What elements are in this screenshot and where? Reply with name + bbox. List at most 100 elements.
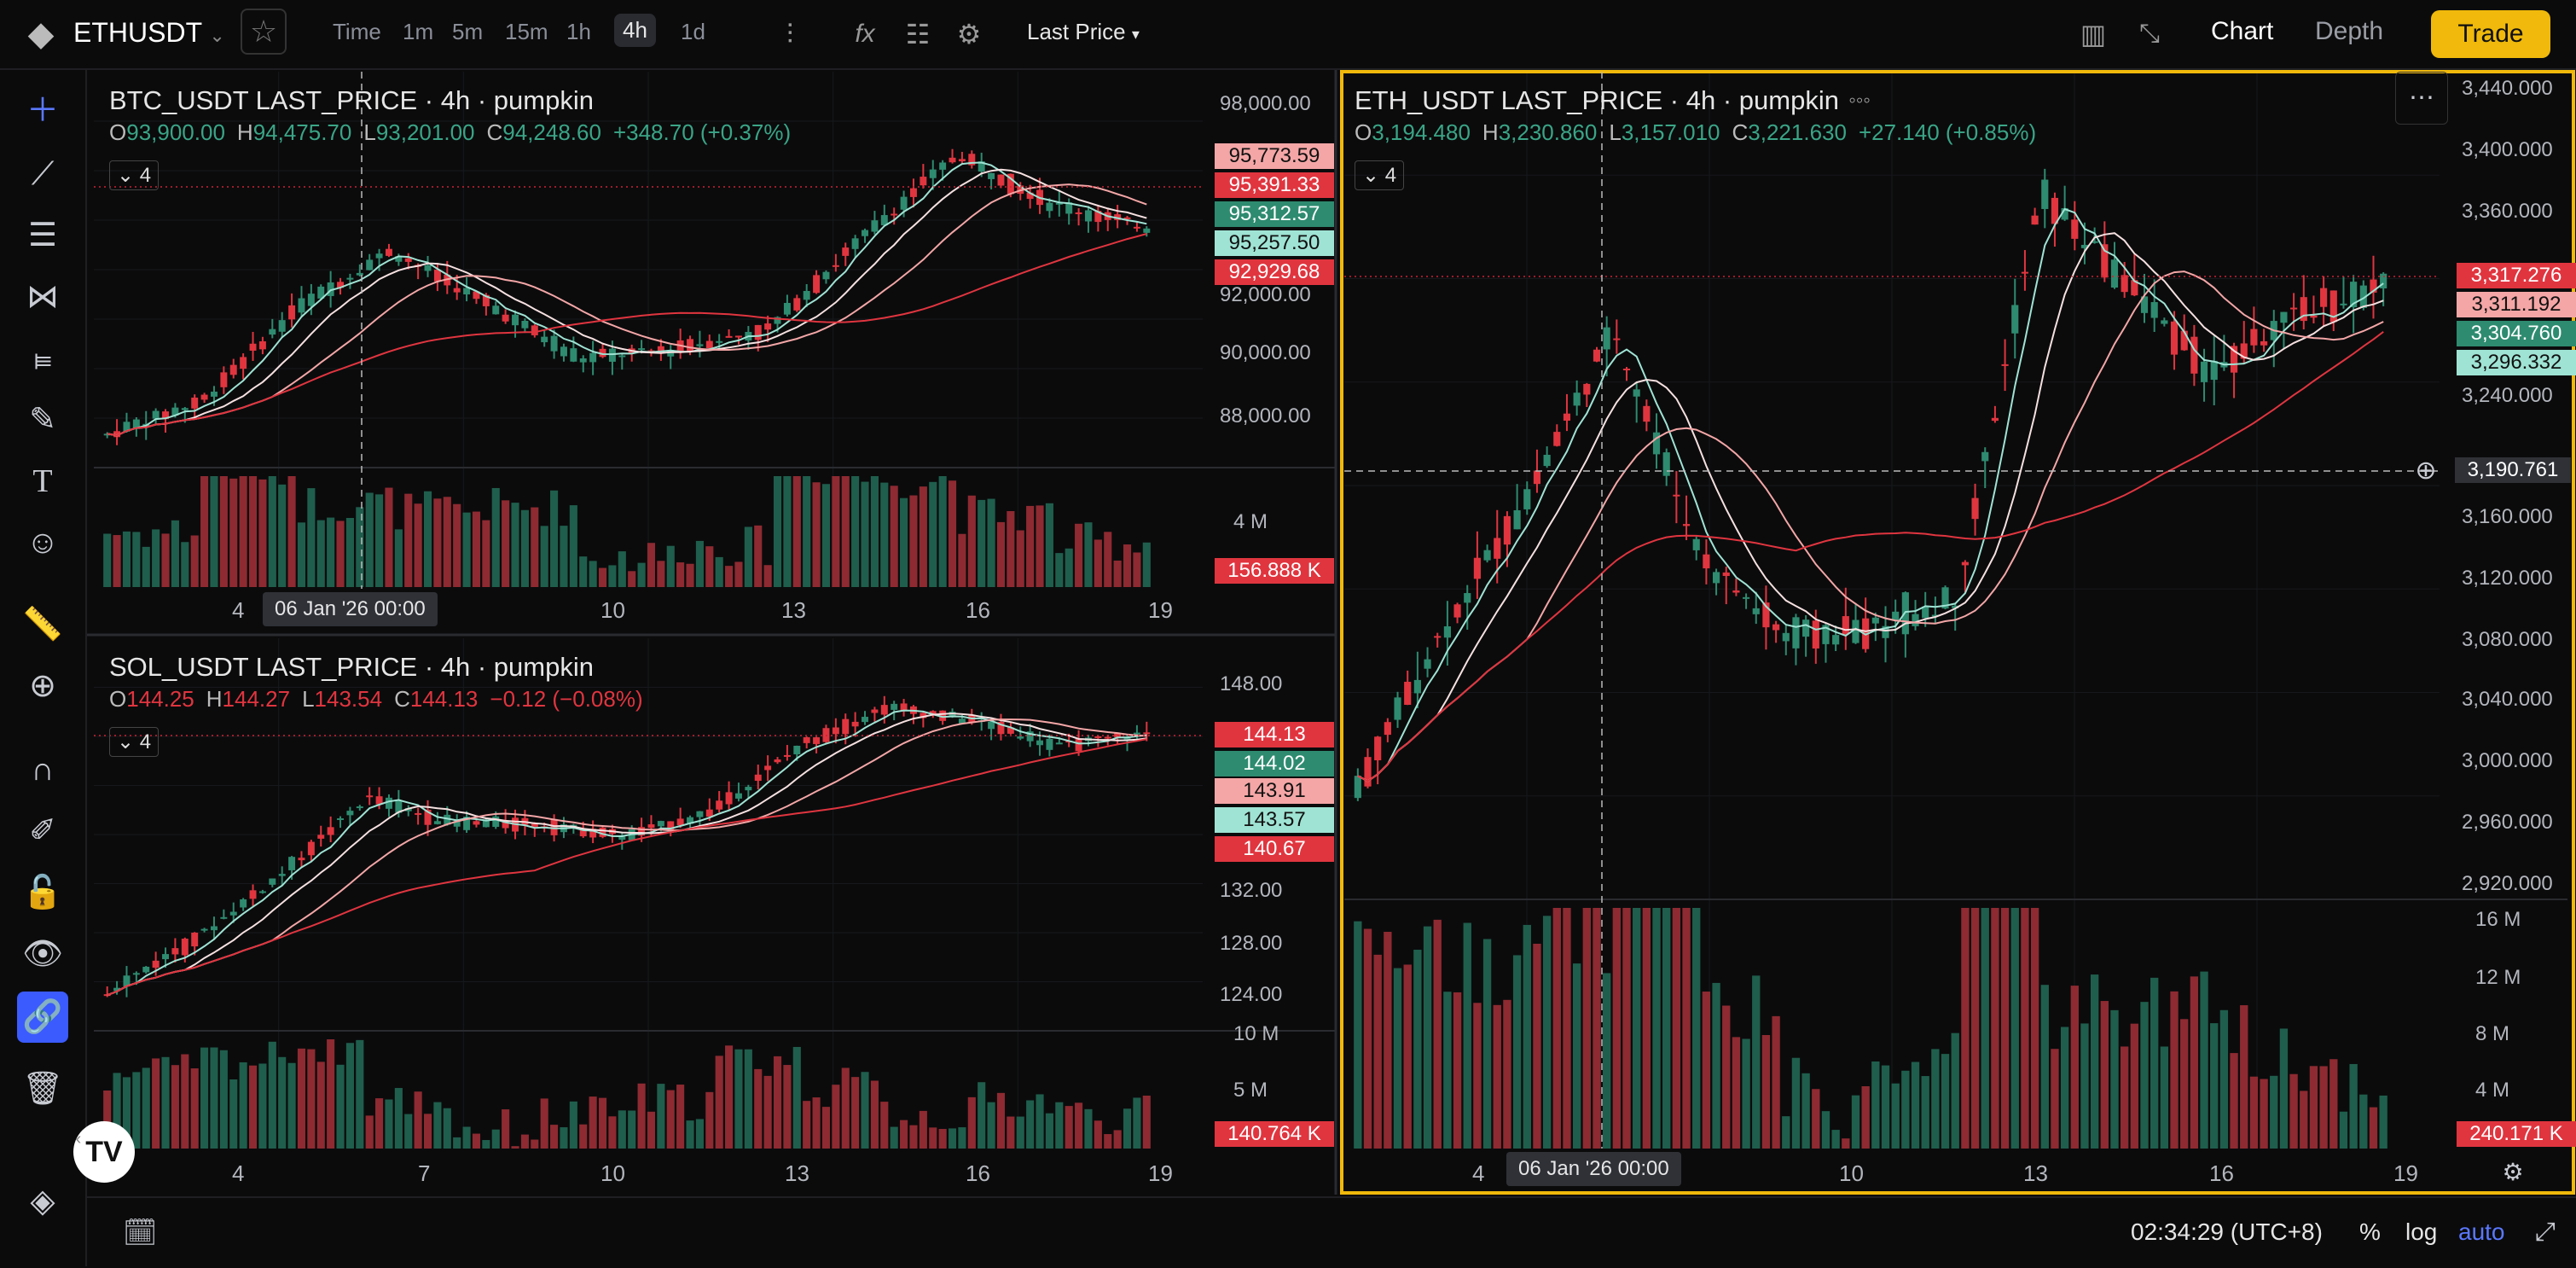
- ma-line-mid: [1357, 232, 2384, 782]
- volume-bar: [637, 1083, 646, 1149]
- volume-bar: [967, 1096, 976, 1149]
- text-icon[interactable]: T: [32, 463, 53, 499]
- candle-body: [978, 161, 985, 172]
- candle-body: [1633, 389, 1640, 397]
- ohlc-key: L: [302, 686, 315, 712]
- zoom-in-icon[interactable]: ⊕: [29, 668, 56, 704]
- candle-body: [1123, 737, 1131, 741]
- ohlc-value: 144.25: [126, 686, 194, 712]
- tab-depth[interactable]: Depth: [2315, 17, 2384, 45]
- axis-settings-gear-icon[interactable]: ⚙: [2502, 1159, 2524, 1185]
- log-toggle[interactable]: log: [2405, 1219, 2438, 1245]
- price-source-dropdown[interactable]: Last Price ▾: [1027, 19, 1140, 45]
- layers-icon[interactable]: ◈: [30, 1184, 55, 1219]
- ruler-icon[interactable]: 📏: [22, 607, 63, 643]
- volume-bar: [520, 1134, 529, 1149]
- candle-body: [171, 407, 179, 416]
- volume-bar: [1055, 1102, 1064, 1149]
- candle-body: [181, 939, 189, 956]
- volume-bar: [608, 1116, 617, 1149]
- eth-panel-title[interactable]: ETH_USDT LAST_PRICE · 4h · pumpkin: [1355, 85, 1839, 115]
- trade-button[interactable]: Trade: [2431, 10, 2550, 58]
- add-alert-plus-icon[interactable]: ⊕: [2415, 457, 2437, 485]
- volume-bar: [171, 1065, 179, 1149]
- horizontal-lines-icon[interactable]: ☰: [27, 218, 58, 253]
- trash-icon[interactable]: 🗑: [21, 1071, 64, 1107]
- price-axis-label: 2,920.000: [2462, 872, 2553, 895]
- volume-bar: [1133, 1097, 1141, 1149]
- fullscreen-icon[interactable]: ⤢: [2535, 1218, 2556, 1246]
- auto-toggle[interactable]: auto: [2458, 1219, 2505, 1245]
- volume-bar: [1104, 1134, 1112, 1149]
- magnet-icon[interactable]: ∩: [31, 752, 55, 788]
- candle-body: [1812, 620, 1819, 649]
- candle-body: [473, 291, 480, 300]
- interval-15m[interactable]: 15m: [505, 19, 548, 44]
- candle-body: [269, 878, 276, 885]
- interval-1m[interactable]: 1m: [403, 19, 434, 44]
- candle-body: [1832, 635, 1840, 645]
- volume-bar: [792, 476, 801, 587]
- eye-icon[interactable]: 👁: [21, 936, 64, 972]
- star-icon[interactable]: ☆: [241, 9, 287, 55]
- volume-bar: [1672, 908, 1681, 1149]
- percent-toggle[interactable]: %: [2359, 1219, 2381, 1245]
- more-options-icon[interactable]: ⋯: [2395, 72, 2448, 125]
- btc-panel-title[interactable]: BTC_USDT LAST_PRICE · 4h · pumpkin: [109, 85, 594, 115]
- candle-body: [1682, 524, 1691, 526]
- volume-bar: [560, 526, 568, 587]
- calendar-icon[interactable]: 🗓: [122, 1217, 158, 1248]
- pattern-icon[interactable]: ⋈: [26, 279, 59, 315]
- collapse-sidebar-chevron-icon[interactable]: ‹: [75, 1130, 82, 1149]
- price-tag: 95,257.50: [1215, 230, 1334, 256]
- volume-bar: [1453, 992, 1462, 1149]
- sol-panel-title[interactable]: SOL_USDT LAST_PRICE · 4h · pumpkin: [109, 652, 594, 682]
- indicators-fx-icon[interactable]: fx: [855, 20, 875, 48]
- volume-bar: [1881, 1065, 1890, 1149]
- volume-bar: [200, 1047, 209, 1149]
- indicator-collapse-toggle[interactable]: ⌄ 4: [109, 160, 160, 190]
- fib-icon[interactable]: ⫢: [33, 340, 52, 376]
- candlestick-icon[interactable]: ⫶: [786, 19, 793, 49]
- tab-chart[interactable]: Chart: [2211, 17, 2274, 45]
- time-axis-label: 13: [785, 1160, 809, 1186]
- volume-bar: [880, 482, 889, 587]
- crosshair-date-label: 06 Jan '26 00:00: [263, 592, 438, 626]
- interval-5m[interactable]: 5m: [452, 19, 484, 44]
- candle-body: [366, 259, 374, 270]
- layout-split-icon[interactable]: ▥: [2080, 19, 2107, 49]
- indicator-collapse-toggle[interactable]: ⌄ 4: [109, 727, 160, 757]
- interval-4h[interactable]: 4h: [614, 14, 656, 47]
- settings-gear-icon[interactable]: ⚙: [956, 19, 982, 49]
- pencil-lock-icon[interactable]: ✐: [29, 813, 56, 849]
- candle-body: [1026, 731, 1034, 742]
- volume-bar: [569, 1101, 577, 1149]
- candle-body: [1553, 432, 1561, 446]
- candle-body: [1662, 452, 1670, 476]
- price-tag: 3,317.276: [2457, 263, 2576, 288]
- lock-icon[interactable]: 🔓: [22, 875, 63, 910]
- candle-body: [2329, 290, 2337, 323]
- candle-body: [803, 737, 810, 743]
- interval-time[interactable]: Time: [333, 19, 381, 44]
- link-icon[interactable]: 🔗: [17, 992, 68, 1043]
- candle-body: [2250, 329, 2258, 346]
- trend-line-icon[interactable]: ⟋: [31, 156, 55, 192]
- symbol-selector[interactable]: ETHUSDT ⌄: [73, 17, 225, 49]
- candle-body: [162, 954, 170, 960]
- indicator-collapse-toggle[interactable]: ⌄ 4: [1355, 160, 1405, 190]
- candle-body: [385, 797, 392, 809]
- interval-1d[interactable]: 1d: [681, 19, 705, 44]
- emoji-icon[interactable]: ☺: [26, 525, 60, 561]
- interval-1h[interactable]: 1h: [566, 19, 591, 44]
- collapse-arrows-icon[interactable]: ⤡: [2139, 20, 2160, 48]
- volume-bar: [1692, 908, 1701, 1149]
- layout-list-icon[interactable]: ☷: [905, 19, 931, 49]
- crosshair-icon[interactable]: ＋: [26, 93, 59, 129]
- volume-bar: [1593, 908, 1601, 1149]
- title-more-icon[interactable]: ◦◦◦: [1848, 89, 1871, 112]
- candle-body: [307, 841, 315, 856]
- brush-icon[interactable]: ✎: [29, 402, 56, 438]
- volume-bar: [909, 495, 918, 587]
